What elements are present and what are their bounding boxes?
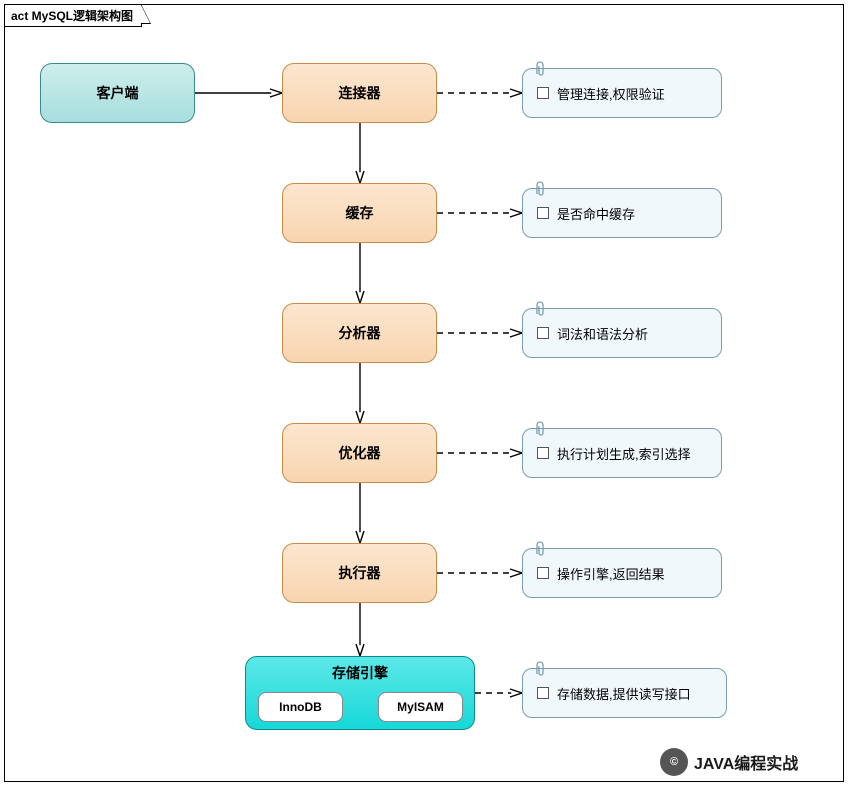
note-text: 是否命中缓存: [557, 204, 635, 223]
paperclip-icon: [535, 420, 545, 438]
diagram-title-tab: act MySQL逻辑架构图: [5, 5, 142, 27]
node-client: 客户端: [40, 63, 195, 123]
paperclip-icon: [535, 180, 545, 198]
note4: 执行计划生成,索引选择: [522, 428, 722, 478]
note-text: 词法和语法分析: [557, 324, 648, 343]
note-text: 管理连接,权限验证: [557, 84, 665, 103]
note-checkbox-icon: [537, 327, 549, 339]
note1: 管理连接,权限验证: [522, 68, 722, 118]
note3: 词法和语法分析: [522, 308, 722, 358]
note-checkbox-icon: [537, 447, 549, 459]
node-executor: 执行器: [282, 543, 437, 603]
watermark-logo-icon: ©: [660, 748, 688, 776]
node-optimizer: 优化器: [282, 423, 437, 483]
engine-sub-innodb: InnoDB: [258, 692, 343, 722]
node-connector: 连接器: [282, 63, 437, 123]
paperclip-icon: [535, 60, 545, 78]
engine-sub-myisam: MyISAM: [378, 692, 463, 722]
paperclip-icon: [535, 540, 545, 558]
note6: 存储数据,提供读写接口: [522, 668, 727, 718]
note-text: 执行计划生成,索引选择: [557, 444, 691, 463]
note2: 是否命中缓存: [522, 188, 722, 238]
engine-title: 存储引擎: [246, 657, 474, 683]
watermark-text: JAVA编程实战: [694, 750, 798, 774]
note5: 操作引擎,返回结果: [522, 548, 722, 598]
diagram-canvas: act MySQL逻辑架构图 客户端 连接器缓存分析器优化器执行器存储引擎 Inno…: [0, 0, 848, 788]
watermark: © JAVA编程实战: [660, 748, 798, 776]
note-checkbox-icon: [537, 567, 549, 579]
note-text: 存储数据,提供读写接口: [557, 684, 691, 703]
node-analyzer: 分析器: [282, 303, 437, 363]
node-cache: 缓存: [282, 183, 437, 243]
paperclip-icon: [535, 660, 545, 678]
note-checkbox-icon: [537, 687, 549, 699]
paperclip-icon: [535, 300, 545, 318]
note-checkbox-icon: [537, 87, 549, 99]
note-text: 操作引擎,返回结果: [557, 564, 665, 583]
note-checkbox-icon: [537, 207, 549, 219]
